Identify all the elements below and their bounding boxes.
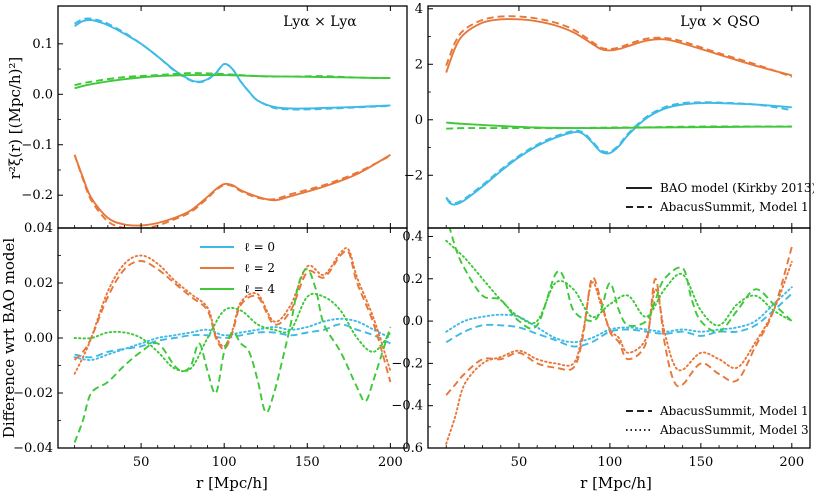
ytick-label: 0.0 <box>402 314 423 329</box>
series-line--0-model-3 <box>73 317 392 361</box>
series-line--0-bao-model <box>445 102 792 206</box>
ytick-label: 0.0 <box>32 87 53 102</box>
series-line--2-model-1 <box>445 246 793 396</box>
annotation-lya-qso: Lyα × QSO <box>680 14 760 30</box>
ylabel-top: r²ξ(r) [(Mpc/h)²] <box>6 57 24 180</box>
xtick-label: 50 <box>511 455 528 470</box>
series-line--2-bao-model <box>73 153 391 227</box>
legend-label-l0: ℓ = 0 <box>244 240 275 254</box>
legend-label-bao: BAO model (Kirkby 2013) <box>660 181 814 195</box>
series-line--2-model-3 <box>445 260 793 445</box>
ytick-label: 4 <box>415 2 423 17</box>
legend-label-abacus1-top: AbacusSummit, Model 1 <box>659 200 809 214</box>
legend-label-abacus3: AbacusSummit, Model 3 <box>659 423 809 437</box>
series-line--4-model-3 <box>73 292 392 373</box>
series-line--0-abacussummit <box>74 17 391 111</box>
xtick-label: 150 <box>688 455 713 470</box>
series-line--0-abacussummit <box>445 101 792 205</box>
ytick-label: 0.1 <box>32 37 53 52</box>
ytick-label: −0.2 <box>391 356 423 371</box>
xtick-label: 100 <box>597 455 622 470</box>
axes-frame <box>57 227 408 449</box>
axes-frame <box>57 5 408 229</box>
series-group <box>445 15 793 206</box>
series-line--4-model-1 <box>73 268 392 443</box>
series-line--2-model-1 <box>73 249 392 383</box>
legend-model-top: BAO model (Kirkby 2013) AbacusSummit, Mo… <box>626 181 814 214</box>
legend-ell: ℓ = 0 ℓ = 2 ℓ = 4 <box>200 240 275 296</box>
ytick-label: −0.1 <box>21 138 53 153</box>
series-line--2-model-3 <box>73 247 392 375</box>
panel-lya-lya: −0.2 −0.1 0.0 0.1 <box>21 5 408 229</box>
ytick-label: 0.4 <box>402 229 423 244</box>
xtick-label: 150 <box>295 455 320 470</box>
annotation-lya-lya: Lyα × Lyα <box>283 14 357 30</box>
xtick-label: 50 <box>133 455 150 470</box>
ytick-label: −0.04 <box>13 441 53 456</box>
xtick-label: 200 <box>378 455 403 470</box>
series-line--2-abacussummit <box>445 15 793 78</box>
series-group <box>73 17 391 228</box>
xlabel-right: r [Mpc/h] <box>580 474 652 492</box>
series-line--0-bao-model <box>74 19 391 110</box>
panel-diff-lya-qso: −0.6 −0.4 −0.2 0.0 0.2 0.4 50 100 150 200 <box>391 227 811 470</box>
ytick-label: −2 <box>404 168 423 183</box>
xtick-label: 100 <box>212 455 237 470</box>
ytick-label: 0.02 <box>24 276 53 291</box>
ytick-label: 2 <box>415 57 423 72</box>
series-line--4-bao-model <box>446 121 792 130</box>
ytick-label: 0.04 <box>24 221 53 236</box>
ytick-label: −0.2 <box>21 188 53 203</box>
axes-frame <box>427 227 811 449</box>
legend-model-bottom: AbacusSummit, Model 1 AbacusSummit, Mode… <box>626 404 809 437</box>
panel-lya-qso: −2 0 2 4 <box>404 2 811 229</box>
series-line--0-model-3 <box>445 286 793 344</box>
series-line--4-abacussummit <box>74 72 391 87</box>
xlabel-left: r [Mpc/h] <box>196 474 268 492</box>
legend-label-l2: ℓ = 2 <box>244 261 275 275</box>
xtick-label: 200 <box>779 455 804 470</box>
legend-label-l4: ℓ = 4 <box>244 282 275 296</box>
ylabel-bottom: Difference wrt BAO model <box>0 238 18 439</box>
ytick-label: −0.4 <box>391 399 423 414</box>
series-group <box>445 228 793 445</box>
ytick-label: −0.02 <box>13 386 53 401</box>
series-line--2-bao-model <box>445 18 793 77</box>
ytick-label: 0.00 <box>24 331 53 346</box>
series-line--0-model-1 <box>445 292 793 348</box>
ytick-label: 0 <box>415 113 423 128</box>
ytick-label: 0.2 <box>402 272 423 287</box>
ytick-label: −0.6 <box>391 441 423 456</box>
panel-diff-lya-lya: −0.04 −0.02 0.00 0.02 0.04 50 100 150 200 <box>13 221 408 470</box>
series-line--4-model-3 <box>445 239 793 327</box>
series-line--2-abacussummit <box>73 154 391 228</box>
legend-label-abacus1: AbacusSummit, Model 1 <box>659 404 809 418</box>
series-group <box>73 247 392 443</box>
series-line--0-model-1 <box>74 323 391 359</box>
